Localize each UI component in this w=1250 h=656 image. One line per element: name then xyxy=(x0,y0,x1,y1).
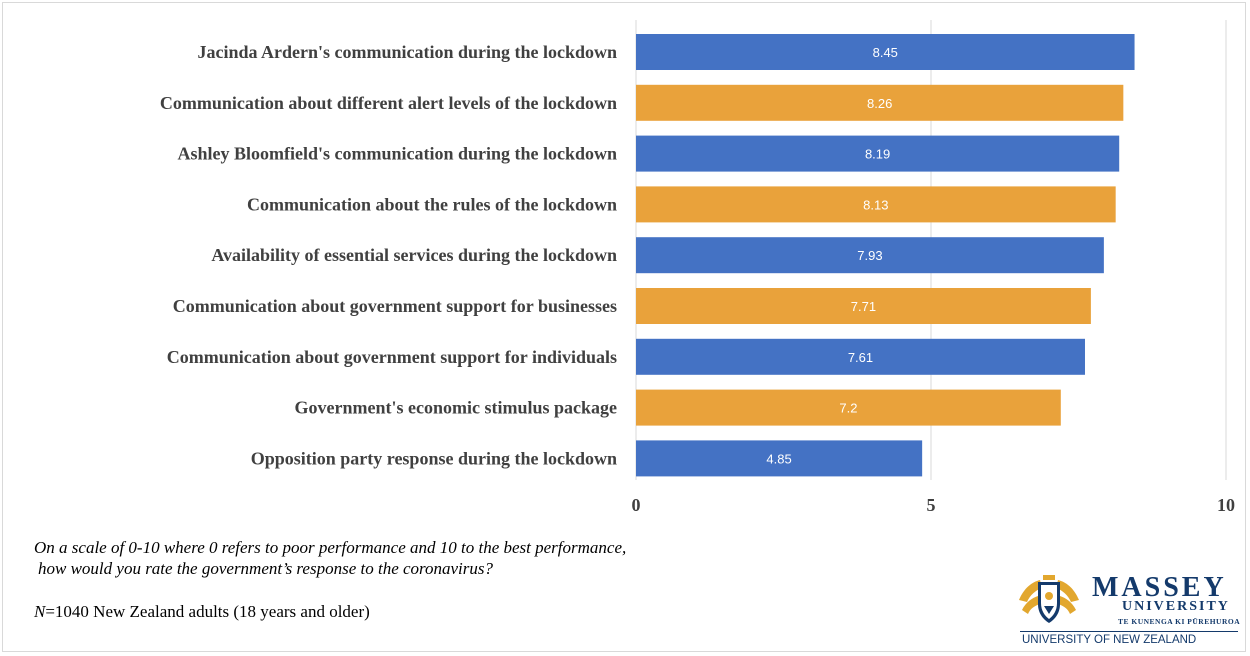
bar xyxy=(636,288,1091,324)
category-label: Government's economic stimulus package xyxy=(295,398,617,418)
bars: 8.45 8.26 8.19 8.13 7.93 7.71 7.61 7.2 4.85 xyxy=(636,34,1135,477)
logo-subname: UNIVERSITY xyxy=(1122,599,1230,614)
x-tick-label: 0 xyxy=(632,495,641,515)
bar xyxy=(636,389,1061,426)
x-tick-label: 10 xyxy=(1217,495,1235,515)
bar xyxy=(636,338,1085,375)
category-label: Jacinda Ardern's communication during th… xyxy=(197,42,617,62)
bar xyxy=(636,237,1104,274)
logo-name: MASSEY xyxy=(1092,572,1227,603)
logo-tagline: UNIVERSITY OF NEW ZEALAND xyxy=(1022,634,1197,646)
x-tick-label: 5 xyxy=(927,495,936,515)
massey-university-logo: MASSEY UNIVERSITY TE KUNENGA KI PŪREHURO… xyxy=(1014,572,1244,652)
bar xyxy=(636,135,1120,172)
bar-value-label: 7.2 xyxy=(839,401,857,416)
bar xyxy=(636,34,1135,70)
bar-chart: 8.45 8.26 8.19 8.13 7.93 7.71 7.61 7.2 4.85 Jaci… xyxy=(160,20,1236,515)
sample-n-symbol: N xyxy=(34,602,46,621)
sample-size-text: =1040 New Zealand adults (18 years and o… xyxy=(45,602,370,621)
category-label: Communication about the rules of the loc… xyxy=(247,194,617,214)
bar-value-label: 4.85 xyxy=(766,451,791,466)
logo-divider xyxy=(1020,631,1238,632)
bar-value-label: 8.19 xyxy=(865,147,890,162)
bar-value-label: 8.13 xyxy=(863,197,888,212)
logo-maori-name: TE KUNENGA KI PŪREHUROA xyxy=(1118,617,1241,626)
category-label: Opposition party response during the loc… xyxy=(251,448,617,468)
category-label: Ashley Bloomfield's communication during… xyxy=(177,144,617,164)
bar-value-label: 8.26 xyxy=(867,96,892,111)
category-label: Communication about different alert leve… xyxy=(160,93,617,113)
university-crest-icon xyxy=(1019,575,1079,623)
category-label: Communication about government support f… xyxy=(167,347,617,367)
question-line-1: On a scale of 0-10 where 0 refers to poo… xyxy=(34,538,627,557)
bar xyxy=(636,186,1116,223)
x-axis-tick-labels: 0 5 10 xyxy=(632,495,1236,515)
question-line-2: how would you rate the government’s resp… xyxy=(38,559,494,578)
bar xyxy=(636,440,923,477)
bar xyxy=(636,84,1124,121)
category-labels: Jacinda Ardern's communication during th… xyxy=(160,42,617,468)
bar-value-label: 8.45 xyxy=(873,45,898,60)
bar-value-label: 7.61 xyxy=(848,350,873,365)
survey-question: On a scale of 0-10 where 0 refers to poo… xyxy=(34,537,814,579)
bar-value-label: 7.71 xyxy=(851,299,876,314)
sample-size-note: N=1040 New Zealand adults (18 years and … xyxy=(34,602,370,622)
bar-value-label: 7.93 xyxy=(857,248,882,263)
category-label: Availability of essential services durin… xyxy=(211,245,617,265)
category-label: Communication about government support f… xyxy=(173,296,617,316)
